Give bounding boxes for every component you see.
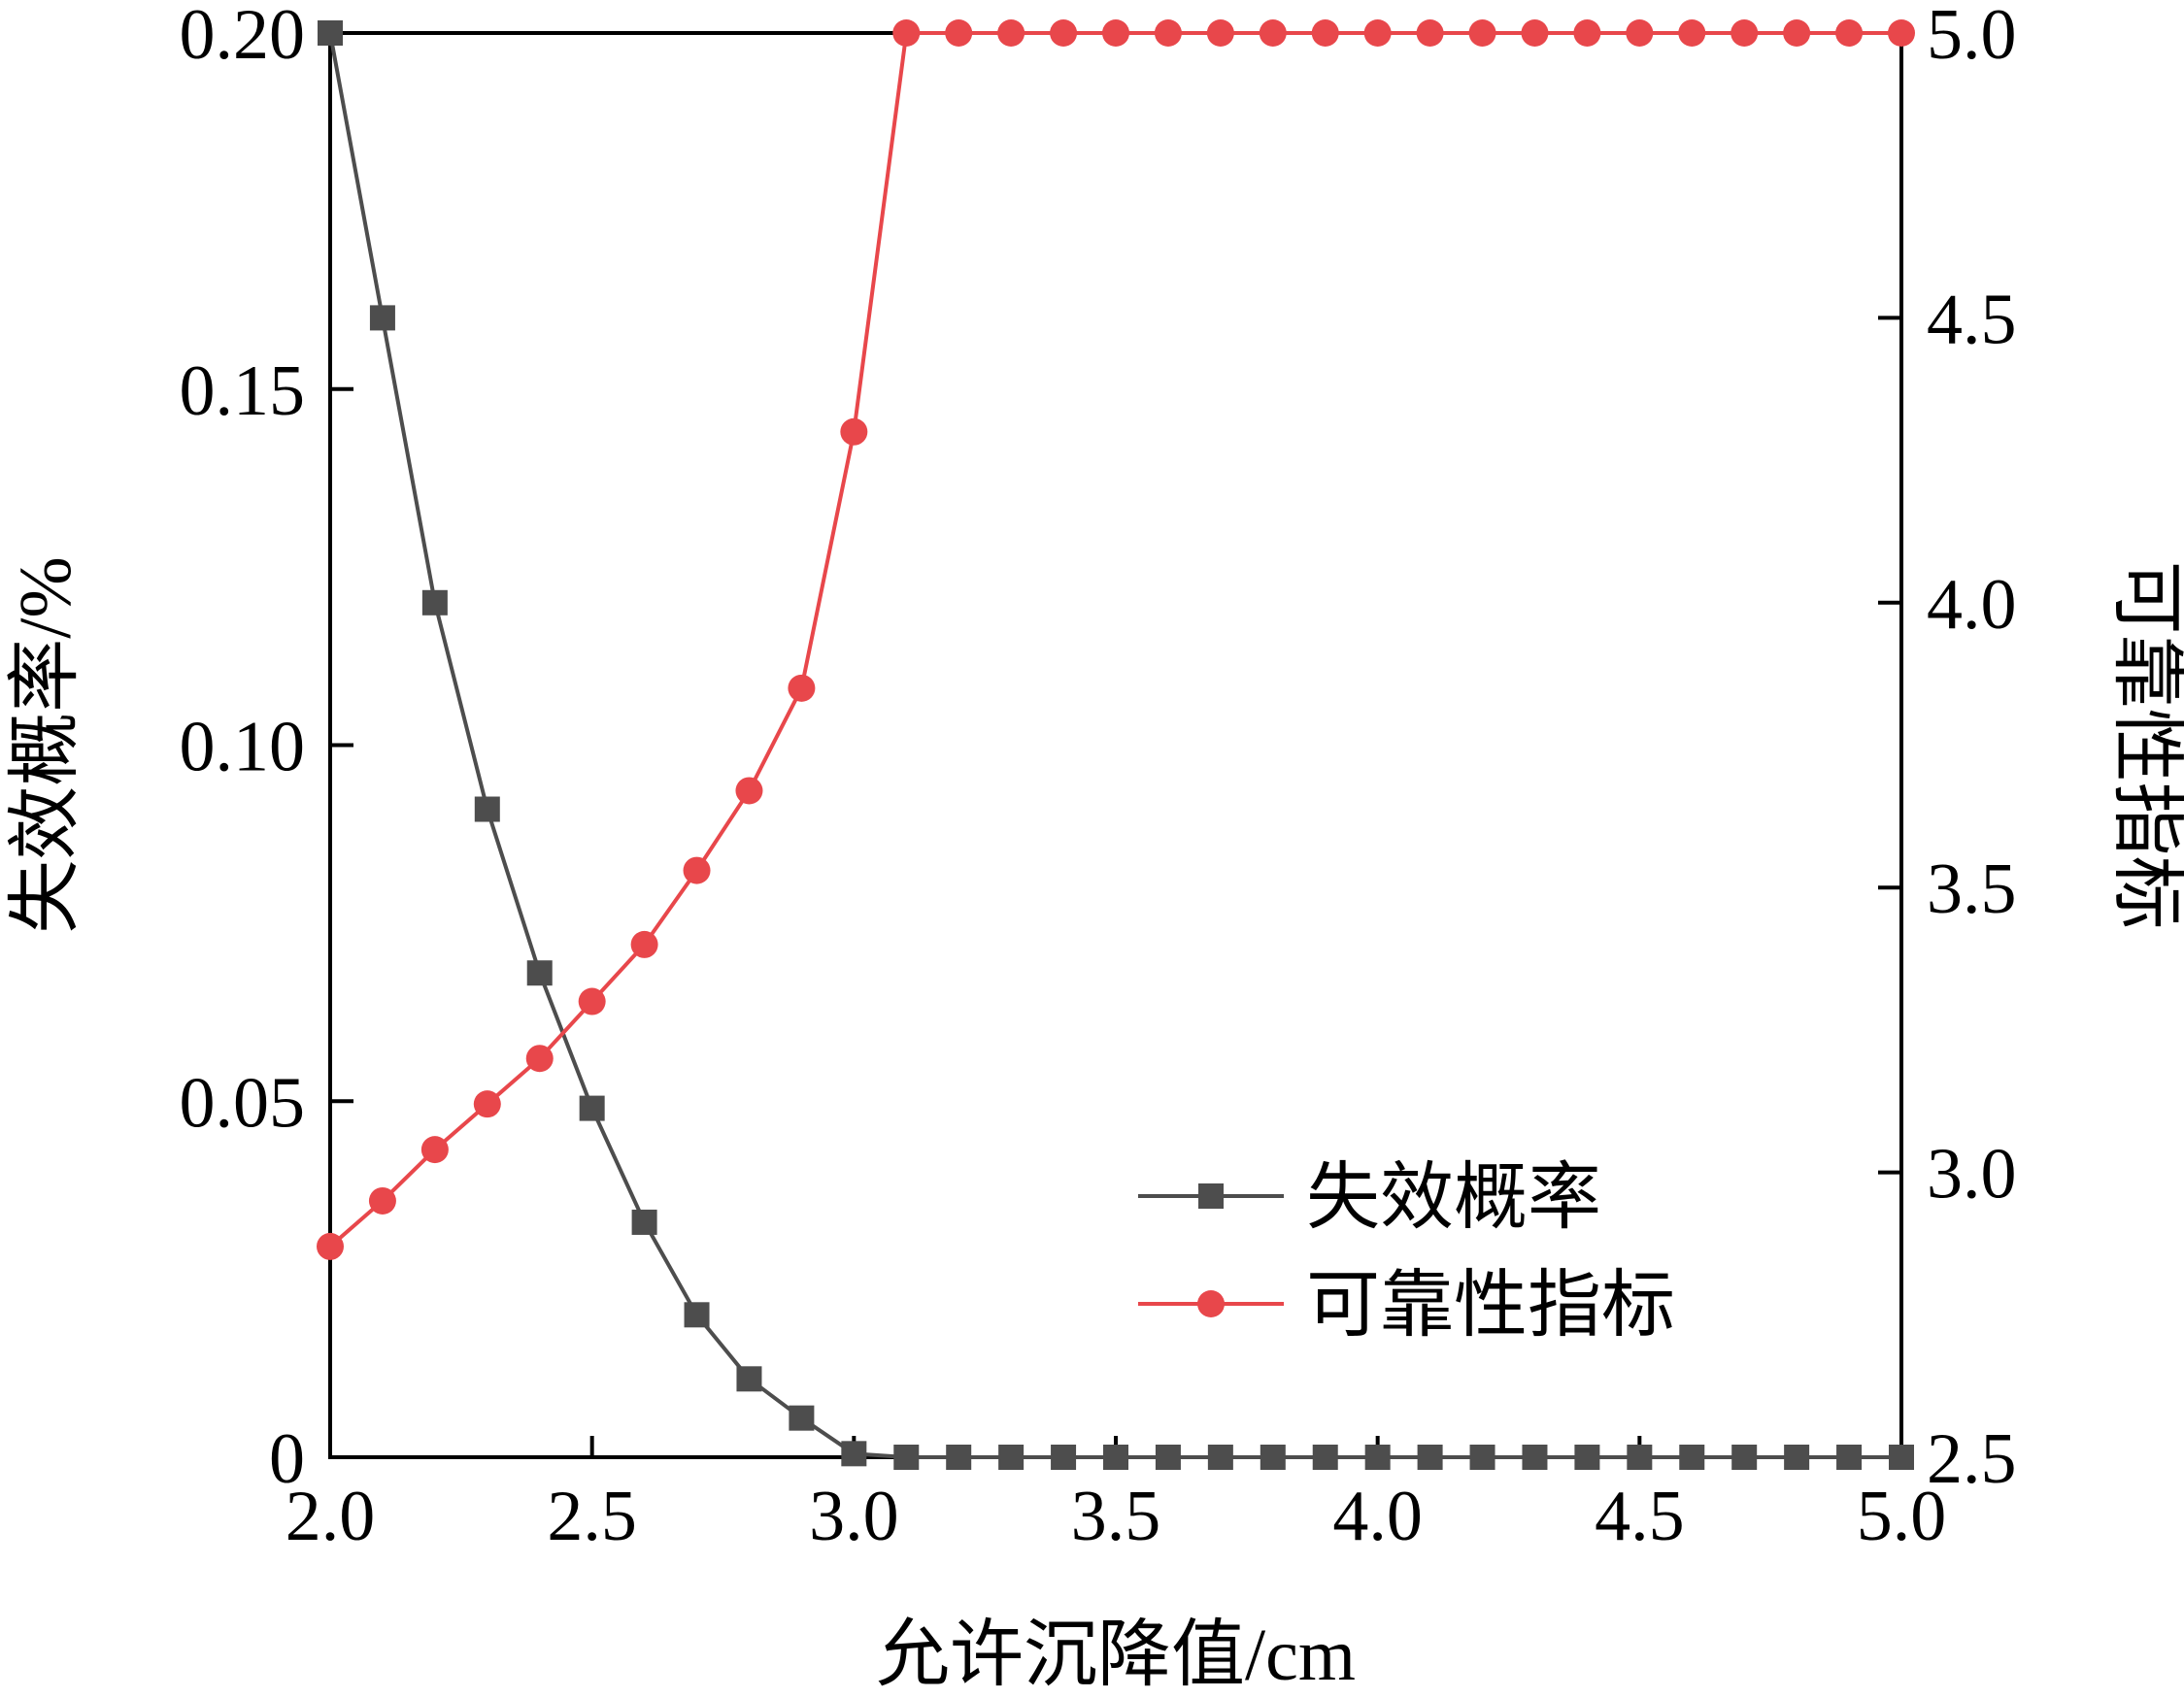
right-y-tick-label-5-0: 5.0: [1927, 0, 2017, 75]
legend: 失效概率 可靠性指标: [1138, 1157, 1675, 1347]
series-point-reliability-index-21: [1416, 19, 1444, 47]
series-point-reliability-index-2: [420, 1136, 449, 1164]
series-point-reliability-index-17: [1206, 19, 1234, 47]
series-line-failure-probability: [328, 32, 1901, 1459]
right-y-axis-title: 可靠性指标: [2105, 561, 2184, 930]
series-point-reliability-index-9: [788, 674, 816, 702]
x-tick-label-3-5: 3.5: [1071, 1477, 1161, 1556]
series-point-failure-probability-10: [841, 1441, 867, 1467]
series-point-reliability-index-30: [1888, 19, 1915, 47]
series-point-failure-probability-16: [1155, 1445, 1181, 1470]
right-y-tick-label-3-0: 3.0: [1927, 1135, 2017, 1215]
series-point-failure-probability-0: [318, 20, 343, 46]
series-point-reliability-index-4: [525, 1045, 554, 1073]
series-point-reliability-index-0: [317, 1232, 344, 1260]
series-point-failure-probability-2: [421, 589, 448, 616]
series-point-reliability-index-18: [1259, 19, 1287, 47]
right-y-tick-label-3-5: 3.5: [1927, 849, 2017, 929]
x-tick-label-4-0: 4.0: [1332, 1477, 1423, 1556]
series-point-failure-probability-26: [1679, 1445, 1705, 1470]
series-point-reliability-index-13: [997, 19, 1025, 47]
series-point-reliability-index-27: [1730, 19, 1759, 47]
series-point-reliability-index-12: [945, 19, 973, 47]
left-y-axis-title: 失效概率/%: [5, 556, 86, 933]
plot-border: [328, 31, 1903, 1459]
series-line-reliability-index: [328, 31, 1901, 1249]
series-point-failure-probability-21: [1417, 1445, 1443, 1470]
series-point-failure-probability-25: [1627, 1445, 1653, 1470]
series-point-reliability-index-20: [1363, 19, 1392, 47]
legend-marker-failure-probability: [1198, 1183, 1224, 1209]
series-point-reliability-index-3: [473, 1090, 501, 1118]
series-point-failure-probability-15: [1103, 1445, 1128, 1470]
series-point-failure-probability-30: [1889, 1445, 1914, 1470]
right-y-tick-label-4-0: 4.0: [1927, 565, 2017, 645]
series-point-reliability-index-24: [1573, 19, 1601, 47]
series-point-failure-probability-5: [579, 1095, 605, 1121]
series-point-failure-probability-4: [526, 960, 553, 986]
series-point-failure-probability-24: [1574, 1445, 1600, 1470]
series-point-reliability-index-25: [1626, 19, 1654, 47]
series-point-reliability-index-5: [578, 987, 606, 1015]
series-point-failure-probability-19: [1312, 1445, 1338, 1470]
series-point-failure-probability-23: [1522, 1445, 1548, 1470]
series-point-failure-probability-13: [998, 1445, 1025, 1470]
series-point-reliability-index-28: [1783, 19, 1811, 47]
left-y-tick-label-0-05: 0.05: [180, 1063, 306, 1143]
left-y-tick-label-0: 0: [269, 1419, 305, 1499]
left-y-tick-label-0-20: 0.20: [180, 0, 306, 75]
series-point-failure-probability-1: [369, 305, 395, 331]
series-point-failure-probability-3: [474, 796, 500, 822]
series-point-reliability-index-11: [892, 19, 921, 47]
x-axis-title: 允许沉降值/cm: [876, 1615, 1356, 1696]
right-y-axis-ticks: 2.5 3.0 3.5 4.0 4.5 5.0: [1878, 0, 2017, 1499]
x-tick-label-4-5: 4.5: [1595, 1477, 1685, 1556]
series-point-failure-probability-28: [1784, 1445, 1810, 1470]
series-point-failure-probability-18: [1260, 1445, 1286, 1470]
legend-marker-reliability-index: [1197, 1290, 1225, 1317]
series-layer: [317, 19, 1915, 1470]
x-axis-ticks: 2.0 2.5 3.0 3.5 4.0 4.5 5.0: [286, 1436, 1947, 1556]
series-point-reliability-index-6: [630, 930, 658, 958]
right-y-tick-label-4-5: 4.5: [1927, 280, 2017, 359]
series-point-reliability-index-29: [1835, 19, 1864, 47]
left-y-tick-label-0-10: 0.10: [180, 708, 306, 787]
series-point-reliability-index-10: [840, 417, 868, 446]
series-point-failure-probability-29: [1836, 1445, 1863, 1470]
series-point-reliability-index-14: [1050, 19, 1078, 47]
series-point-reliability-index-8: [735, 777, 763, 805]
series-point-failure-probability-27: [1731, 1445, 1758, 1470]
series-point-reliability-index-1: [368, 1186, 396, 1215]
series-point-failure-probability-6: [631, 1209, 657, 1235]
series-point-failure-probability-12: [946, 1445, 972, 1470]
series-point-reliability-index-19: [1311, 19, 1339, 47]
series-point-reliability-index-16: [1154, 19, 1182, 47]
x-tick-label-2-0: 2.0: [286, 1477, 376, 1556]
x-tick-label-5-0: 5.0: [1857, 1477, 1947, 1556]
series-point-failure-probability-14: [1051, 1445, 1077, 1470]
plot-frame: [328, 31, 1903, 1459]
legend-label-reliability-index: 可靠性指标: [1306, 1265, 1675, 1347]
series-point-failure-probability-22: [1469, 1445, 1495, 1470]
legend-label-failure-probability: 失效概率: [1306, 1157, 1601, 1239]
series-point-reliability-index-7: [683, 856, 711, 884]
series-point-reliability-index-15: [1102, 19, 1129, 47]
series-point-failure-probability-8: [736, 1366, 762, 1392]
series-point-failure-probability-9: [789, 1405, 815, 1431]
left-y-tick-label-0-15: 0.15: [180, 351, 306, 431]
right-y-tick-label-2-5: 2.5: [1927, 1419, 2017, 1499]
left-y-axis-ticks: 0 0.05 0.10 0.15 0.20: [180, 0, 353, 1499]
series-point-failure-probability-7: [684, 1302, 710, 1328]
series-point-failure-probability-11: [893, 1445, 920, 1470]
series-point-reliability-index-26: [1678, 19, 1706, 47]
x-tick-label-2-5: 2.5: [547, 1477, 637, 1556]
series-point-reliability-index-22: [1468, 19, 1496, 47]
series-point-failure-probability-20: [1364, 1445, 1391, 1470]
x-tick-label-3-0: 3.0: [809, 1477, 899, 1556]
series-point-failure-probability-17: [1207, 1445, 1233, 1470]
series-point-reliability-index-23: [1521, 19, 1549, 47]
